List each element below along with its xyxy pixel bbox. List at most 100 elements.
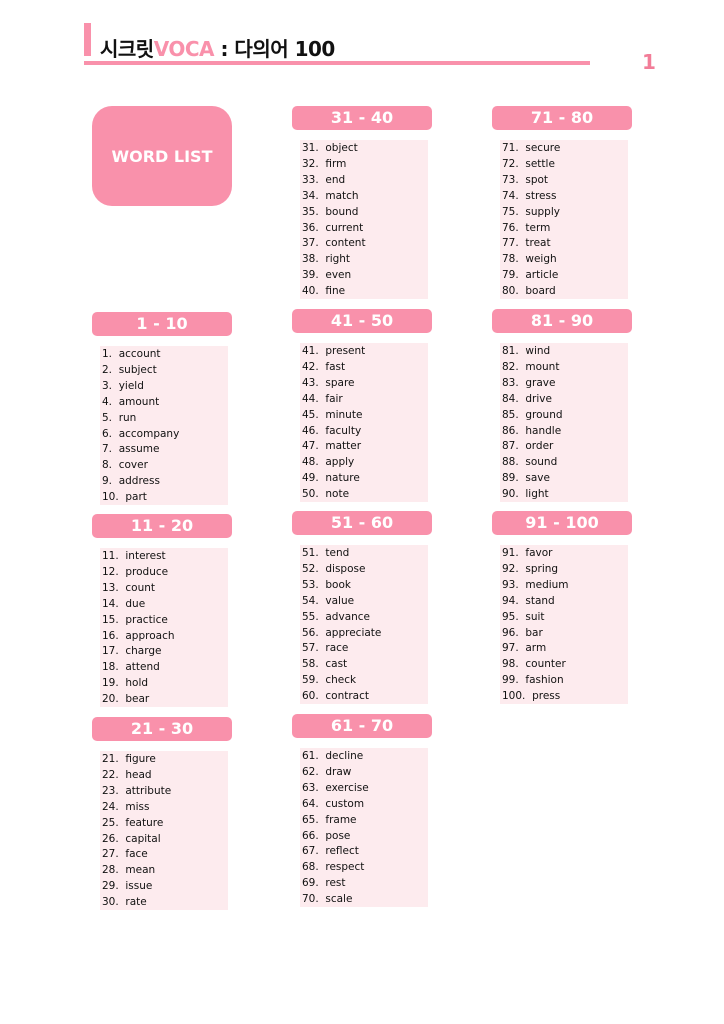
- item-number: 81.: [502, 345, 526, 357]
- item-word: spring: [525, 562, 559, 575]
- item-word: practice: [125, 613, 168, 626]
- item-word: account: [118, 348, 161, 360]
- item-word: attend: [125, 661, 160, 674]
- word-list: 91. favor 92. spring 93. medium 94. stand 95…: [500, 545, 628, 704]
- item-number: 37.: [302, 237, 326, 250]
- item-word: contract: [325, 690, 369, 703]
- list-item: 28. mean: [102, 863, 228, 879]
- item-number: 79.: [502, 269, 526, 282]
- group-header: 41 - 50: [292, 309, 432, 333]
- item-word: face: [125, 848, 148, 861]
- item-word: faculty: [325, 424, 362, 437]
- item-word: yield: [118, 379, 144, 392]
- list-item: 36. current: [302, 221, 428, 237]
- word-group: 31 - 40 31. object 32. firm 33. end 34. matc…: [292, 106, 432, 299]
- item-word: bear: [125, 693, 150, 706]
- list-item: 53. book: [302, 578, 428, 594]
- item-word: even: [325, 269, 352, 282]
- item-word: feature: [125, 816, 164, 829]
- item-word: capital: [125, 832, 161, 845]
- list-item: 60. contract: [302, 689, 428, 705]
- list-item: 66. pose: [302, 829, 428, 845]
- item-word: mount: [525, 360, 560, 373]
- list-item: 12. produce: [102, 565, 228, 581]
- item-number: 16.: [102, 629, 126, 642]
- list-item: 48. apply: [302, 455, 428, 471]
- item-number: 92.: [502, 562, 526, 575]
- list-item: 49. nature: [302, 471, 428, 487]
- item-word: article: [525, 269, 559, 282]
- word-group: 1 - 10 1. account 2. subject 3. yield 4. amo…: [92, 312, 232, 505]
- list-item: 58. cast: [302, 657, 428, 673]
- item-word: tend: [325, 547, 350, 559]
- item-number: 94.: [502, 594, 526, 607]
- list-item: 69. rest: [302, 876, 428, 892]
- item-word: save: [525, 472, 550, 485]
- word-list-badge: WORD LIST: [92, 106, 232, 206]
- list-item: 71. secure: [502, 141, 628, 157]
- list-item: 62. draw: [302, 765, 428, 781]
- word-list: 41. present 42. fast 43. spare 44. fair 45. …: [300, 343, 428, 502]
- item-number: 36.: [302, 221, 326, 234]
- word-list: 71. secure 72. settle 73. spot 74. stress 75…: [500, 140, 628, 299]
- item-word: interest: [125, 550, 166, 562]
- item-number: 21.: [102, 753, 126, 765]
- item-number: 87.: [502, 440, 526, 453]
- item-number: 93.: [502, 578, 526, 591]
- item-number: 18.: [102, 661, 126, 674]
- list-item: 100. press: [502, 689, 628, 705]
- item-word: order: [525, 440, 554, 453]
- list-item: 1. account: [102, 347, 228, 363]
- list-item: 46. faculty: [302, 424, 428, 440]
- list-item: 24. miss: [102, 800, 228, 816]
- item-word: book: [325, 578, 351, 591]
- item-number: 1.: [102, 348, 119, 360]
- group-header: 31 - 40: [292, 106, 432, 130]
- item-word: handle: [525, 424, 562, 437]
- item-number: 99.: [502, 674, 526, 687]
- item-word: head: [125, 768, 152, 781]
- list-item: 92. spring: [502, 562, 628, 578]
- word-group: 51 - 60 51. tend 52. dispose 53. book 54. va…: [292, 511, 432, 704]
- item-number: 49.: [302, 472, 326, 485]
- item-word: fashion: [525, 674, 564, 687]
- item-word: firm: [325, 157, 347, 170]
- item-number: 53.: [302, 578, 326, 591]
- word-list: 11. interest 12. produce 13. count 14. due 1…: [100, 548, 228, 707]
- item-word: cover: [118, 459, 148, 472]
- item-word: ground: [525, 408, 563, 421]
- item-word: fast: [325, 360, 346, 373]
- group-header: 61 - 70: [292, 714, 432, 738]
- item-word: count: [125, 581, 155, 594]
- list-item: 56. appreciate: [302, 626, 428, 642]
- item-word: figure: [125, 753, 156, 765]
- item-number: 40.: [302, 285, 326, 298]
- list-item: 6. accompany: [102, 427, 228, 443]
- item-word: bound: [325, 205, 359, 218]
- item-number: 25.: [102, 816, 126, 829]
- list-item: 81. wind: [502, 344, 628, 360]
- item-word: value: [325, 594, 355, 607]
- list-item: 10. part: [102, 490, 228, 506]
- item-number: 29.: [102, 880, 126, 893]
- list-item: 99. fashion: [502, 673, 628, 689]
- item-word: appreciate: [325, 626, 382, 639]
- item-number: 91.: [502, 547, 526, 559]
- item-word: charge: [125, 645, 162, 658]
- item-number: 61.: [302, 750, 326, 762]
- item-word: dispose: [325, 562, 366, 575]
- list-item: 33. end: [302, 173, 428, 189]
- item-word: press: [532, 690, 561, 703]
- list-item: 52. dispose: [302, 562, 428, 578]
- item-word: spare: [325, 376, 355, 389]
- group-header: 81 - 90: [492, 309, 632, 333]
- list-item: 20. bear: [102, 692, 228, 708]
- list-item: 74. stress: [502, 189, 628, 205]
- list-item: 44. fair: [302, 392, 428, 408]
- item-number: 42.: [302, 360, 326, 373]
- list-item: 17. charge: [102, 644, 228, 660]
- item-word: sound: [525, 456, 558, 469]
- item-number: 52.: [302, 562, 326, 575]
- item-number: 44.: [302, 392, 326, 405]
- list-item: 22. head: [102, 768, 228, 784]
